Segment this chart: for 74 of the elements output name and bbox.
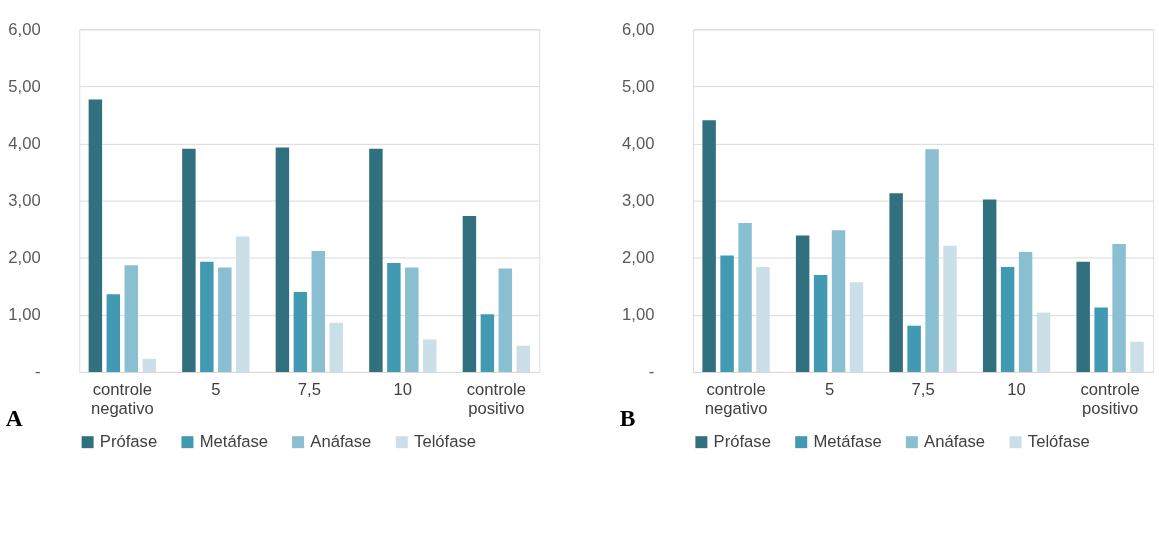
x-tick-label: 5 (824, 379, 835, 399)
bar (1036, 312, 1051, 372)
bar (236, 236, 250, 372)
x-tick-label: 10 (393, 379, 413, 399)
y-tick-label: 5,00 (622, 76, 655, 96)
bar (369, 148, 383, 372)
y-tick-label: 2,00 (8, 248, 41, 268)
y-tick-label: 1,00 (622, 305, 655, 325)
bar (516, 345, 531, 372)
y-tick-label: 5,00 (8, 76, 41, 96)
y-tick-label: 2,00 (622, 248, 655, 268)
bar (293, 292, 308, 372)
bar (925, 149, 939, 372)
bar (907, 325, 921, 372)
bar (795, 235, 810, 372)
y-tick-label: 3,00 (8, 191, 41, 211)
x-tick-label: 7,5 (911, 379, 935, 399)
x-tick-label: controle positivo (466, 379, 526, 418)
legend-label: Anáfase (310, 432, 372, 452)
bar (1112, 244, 1126, 372)
bar (982, 199, 997, 372)
y-tick-label: 1,00 (8, 305, 41, 325)
text: A (5, 404, 23, 431)
bar (849, 282, 864, 372)
legend-label: Prófase (99, 432, 158, 452)
bar (311, 250, 326, 372)
bar (943, 245, 957, 372)
bar (756, 266, 770, 372)
y-tick-label: 4,00 (622, 133, 655, 153)
bar (889, 193, 903, 372)
bar (106, 294, 121, 372)
bar (1018, 252, 1033, 372)
y-tick-label: 6,00 (8, 19, 41, 39)
legend-label: Metáfase (813, 432, 882, 452)
y-tick-label: 6,00 (622, 19, 655, 39)
bar (1000, 266, 1015, 372)
bar (498, 268, 513, 372)
bar (275, 147, 290, 372)
legend-label: Metáfase (199, 432, 269, 452)
y-tick-label: 4,00 (8, 133, 41, 153)
bar (88, 99, 103, 372)
bar (423, 339, 437, 372)
bar (480, 314, 495, 372)
bar (831, 230, 846, 372)
bar (200, 261, 214, 372)
bar (1094, 307, 1108, 372)
x-tick-label: 7,5 (297, 379, 321, 399)
bar (124, 265, 139, 372)
bar (387, 262, 401, 372)
x-tick-label: controle negativo (704, 379, 768, 418)
legend-label: Telófase (414, 432, 476, 452)
bar (218, 267, 232, 372)
x-tick-label: 5 (211, 379, 221, 399)
text: B (619, 404, 636, 431)
bar (329, 322, 343, 372)
legend-label: Prófase (713, 432, 771, 452)
y-tick-label: - (648, 362, 655, 382)
x-tick-label: controle negativo (90, 379, 154, 418)
bar (702, 120, 716, 372)
legend-label: Telófase (1027, 432, 1090, 452)
bar (405, 267, 419, 372)
bar (1076, 261, 1090, 372)
bar (142, 358, 156, 372)
bar (182, 148, 196, 372)
legend-label: Anáfase (924, 432, 986, 452)
bar (1130, 341, 1144, 372)
y-tick-label: 3,00 (622, 191, 655, 211)
bar (738, 222, 752, 372)
bar (462, 216, 477, 372)
y-tick-label: - (35, 362, 41, 382)
x-tick-label: controle positivo (1080, 379, 1140, 418)
x-tick-label: 10 (1007, 379, 1026, 399)
bar (813, 274, 828, 372)
bar (720, 255, 734, 372)
